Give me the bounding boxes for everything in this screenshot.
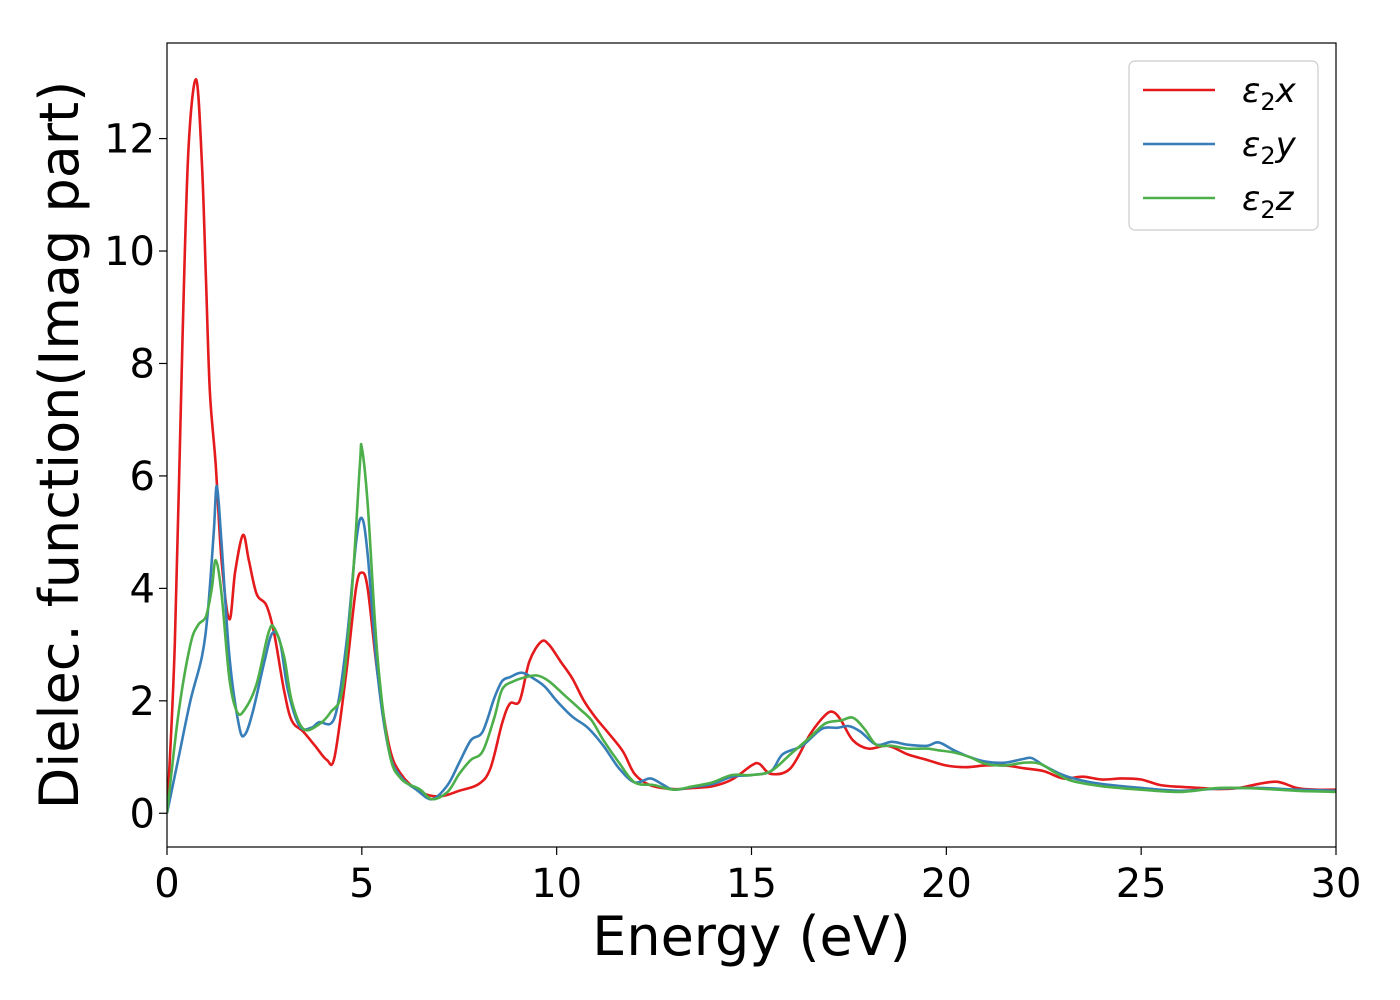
legend-box: [1128, 60, 1319, 231]
y-tick-label: 8: [130, 341, 155, 387]
y-tick-label: 0: [130, 791, 155, 837]
y-tick-label: 10: [104, 229, 155, 275]
x-axis-label: Energy (eV): [592, 905, 911, 968]
x-tick-label: 10: [531, 861, 582, 907]
legend: ε2x ε2y ε2z: [1128, 60, 1319, 231]
x-tick-label: 0: [154, 861, 179, 907]
y-tick-label: 6: [130, 454, 155, 500]
x-tick-label: 20: [921, 861, 972, 907]
legend-label-y: ε2y: [1242, 125, 1297, 170]
series-layer: [167, 78, 1336, 814]
legend-label-x: ε2x: [1242, 71, 1297, 116]
x-tick-label: 15: [726, 861, 777, 907]
y-tick-label: 4: [130, 566, 155, 612]
y-tick-label: 2: [130, 679, 155, 725]
x-tick-label: 30: [1311, 861, 1362, 907]
y-axis-label: Dielec. function(Imag part): [28, 81, 91, 810]
x-tick-label: 25: [1116, 861, 1167, 907]
x-tick-label: 5: [349, 861, 374, 907]
y-tick-label: 12: [104, 117, 155, 163]
series-line-z: [167, 442, 1336, 814]
legend-label-z: ε2z: [1242, 179, 1295, 224]
ticks-layer: 0 5 10 15 20 25 30 0 2 4 6 8 10 12: [104, 117, 1361, 907]
series-line-x: [167, 78, 1336, 814]
